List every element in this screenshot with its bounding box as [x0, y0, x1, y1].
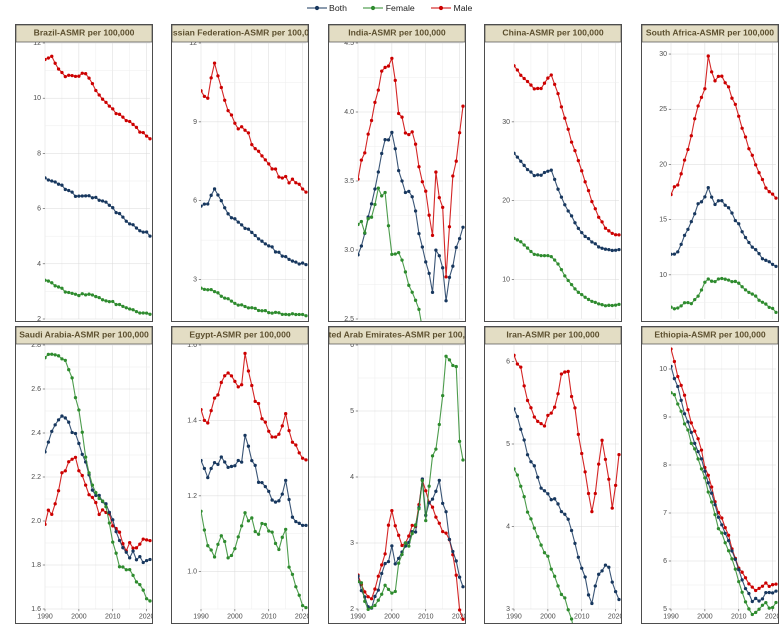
svg-text:4.0: 4.0	[344, 109, 354, 116]
svg-text:1990: 1990	[194, 613, 210, 620]
svg-text:2010: 2010	[261, 613, 277, 620]
svg-text:2020: 2020	[764, 613, 778, 620]
svg-text:1.8: 1.8	[31, 562, 41, 569]
svg-text:2010: 2010	[574, 613, 590, 620]
svg-text:India-ASMR per 100,000: India-ASMR per 100,000	[348, 28, 446, 38]
svg-text:1.0: 1.0	[188, 568, 198, 575]
svg-text:3.0: 3.0	[344, 247, 354, 254]
svg-text:3.5: 3.5	[344, 178, 354, 185]
svg-text:2.0: 2.0	[31, 518, 41, 525]
svg-text:2: 2	[350, 606, 354, 613]
svg-text:4: 4	[37, 261, 41, 268]
svg-text:China-ASMR per 100,000: China-ASMR per 100,000	[503, 28, 604, 38]
svg-text:Brazil-ASMR per 100,000: Brazil-ASMR per 100,000	[34, 28, 135, 38]
svg-text:2020: 2020	[295, 613, 309, 620]
svg-text:1990: 1990	[37, 613, 53, 620]
svg-text:10: 10	[502, 277, 510, 284]
svg-text:20: 20	[659, 162, 667, 169]
svg-text:United Arab Emirates-ASMR per: United Arab Emirates-ASMR per 100,000	[328, 330, 466, 340]
svg-text:9: 9	[663, 414, 667, 421]
svg-text:2.4: 2.4	[31, 430, 41, 437]
svg-text:2010: 2010	[730, 613, 746, 620]
svg-text:1990: 1990	[350, 613, 366, 620]
svg-text:6: 6	[37, 206, 41, 213]
svg-text:30: 30	[659, 51, 667, 58]
svg-text:10: 10	[33, 95, 41, 102]
svg-text:3: 3	[350, 540, 354, 547]
svg-text:1.2: 1.2	[188, 493, 198, 500]
svg-text:6: 6	[193, 198, 197, 205]
svg-text:5: 5	[350, 408, 354, 415]
svg-text:15: 15	[659, 217, 667, 224]
svg-text:7: 7	[663, 510, 667, 517]
svg-text:2000: 2000	[71, 613, 87, 620]
svg-text:Egypt-ASMR per 100,000: Egypt-ASMR per 100,000	[190, 330, 291, 340]
svg-text:Iran-ASMR per 100,000: Iran-ASMR per 100,000	[507, 330, 600, 340]
svg-text:6: 6	[663, 558, 667, 565]
svg-text:20: 20	[502, 198, 510, 205]
svg-text:6: 6	[506, 358, 510, 365]
svg-text:4: 4	[350, 474, 354, 481]
svg-text:1990: 1990	[663, 613, 679, 620]
svg-text:2000: 2000	[697, 613, 713, 620]
svg-text:Ethiopia-ASMR per 100,000: Ethiopia-ASMR per 100,000	[654, 330, 765, 340]
svg-text:2010: 2010	[105, 613, 121, 620]
svg-text:8: 8	[663, 462, 667, 469]
svg-text:25: 25	[659, 106, 667, 113]
svg-text:5: 5	[506, 441, 510, 448]
svg-text:Saudi Arabia-ASMR per 100,000: Saudi Arabia-ASMR per 100,000	[19, 330, 149, 340]
svg-text:4: 4	[506, 523, 510, 530]
svg-text:10: 10	[659, 366, 667, 373]
svg-text:2.2: 2.2	[31, 474, 41, 481]
svg-text:8: 8	[37, 151, 41, 158]
svg-text:30: 30	[502, 119, 510, 126]
svg-text:2020: 2020	[139, 613, 153, 620]
svg-text:1.6: 1.6	[31, 606, 41, 613]
svg-text:5: 5	[663, 606, 667, 613]
svg-text:South Africa-ASMR per 100,000: South Africa-ASMR per 100,000	[645, 28, 773, 38]
svg-text:3: 3	[193, 277, 197, 284]
svg-text:9: 9	[193, 119, 197, 126]
svg-text:1.4: 1.4	[188, 417, 198, 424]
svg-text:Russian Federation-ASMR per 10: Russian Federation-ASMR per 100,000	[171, 28, 309, 38]
svg-text:2.6: 2.6	[31, 386, 41, 393]
svg-text:2010: 2010	[418, 613, 434, 620]
svg-text:2000: 2000	[540, 613, 556, 620]
svg-text:2020: 2020	[608, 613, 622, 620]
svg-text:3: 3	[506, 606, 510, 613]
svg-text:2000: 2000	[227, 613, 243, 620]
svg-text:2000: 2000	[384, 613, 400, 620]
svg-text:1990: 1990	[506, 613, 522, 620]
svg-text:10: 10	[659, 272, 667, 279]
